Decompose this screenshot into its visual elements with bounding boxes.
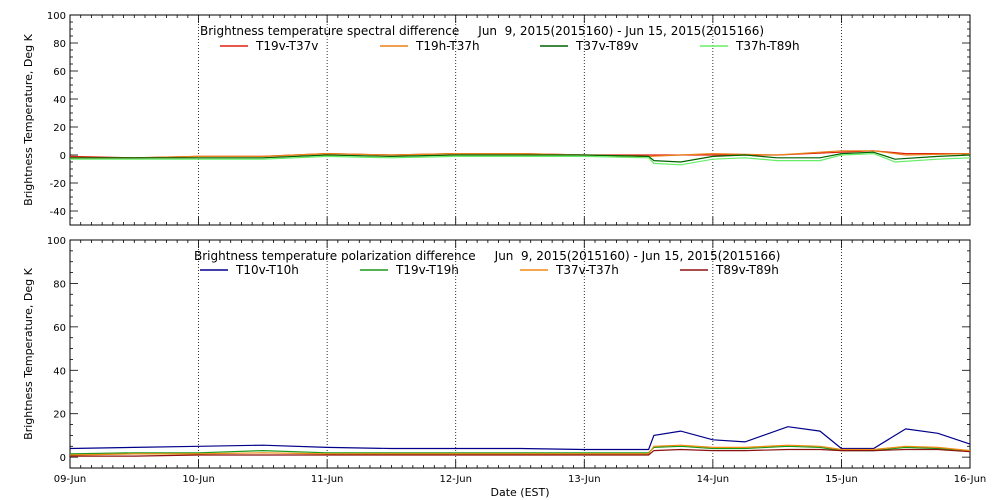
x-axis-title: Date (EST) (490, 486, 549, 499)
legend-label: T19h-T37h (415, 39, 480, 53)
plot-frame (69, 239, 971, 469)
legend-label: T19v-T37v (255, 39, 318, 53)
y-tick-label: 0 (60, 151, 66, 162)
y-tick-label: 40 (53, 366, 66, 377)
x-tick-label: 09-Jun (54, 474, 87, 485)
y-tick-label: 80 (53, 279, 66, 290)
y-tick-label: 80 (53, 39, 66, 50)
chart-title: Brightness temperature spectral differen… (200, 24, 764, 38)
x-tick-label: 12-Jun (439, 474, 472, 485)
y-tick-label: -20 (50, 179, 66, 190)
legend-label: T37v-T89v (575, 39, 638, 53)
y-tick-label: -40 (50, 207, 66, 218)
series-line-t19h-t37h (70, 150, 971, 159)
series-line-t37v-t89v (70, 151, 971, 163)
y-tick-label: 0 (60, 453, 66, 464)
y-tick-label: 60 (53, 67, 66, 78)
x-tick-label: 11-Jun (311, 474, 344, 485)
legend-label: T37v-T37h (555, 263, 619, 277)
legend-label: T37h-T89h (735, 39, 800, 53)
y-tick-label: 40 (53, 95, 66, 106)
y-tick-label: 100 (47, 11, 66, 22)
series-line-t37v-t37h (69, 444, 971, 456)
series-line-t10v-t10h (69, 426, 971, 451)
y-tick-label: 20 (53, 123, 66, 134)
legend-label: T10v-T10h (235, 263, 299, 277)
y-axis-title: Brightness Temperature, Deg K (22, 33, 35, 205)
y-tick-label: 100 (47, 236, 66, 247)
plot-frame (69, 14, 971, 226)
series-line-t89v-t89h (70, 448, 971, 457)
x-tick-label: 16-Jun (954, 474, 987, 485)
legend-label: T89v-T89h (715, 263, 779, 277)
legend-label: T19v-T19h (395, 263, 459, 277)
x-tick-label: 14-Jun (697, 474, 730, 485)
chart-panel-1: -40 -20 0 20 40 60 80 100 Brightness Temperature… (22, 11, 971, 226)
x-tick-label: 13-Jun (568, 474, 601, 485)
y-tick-label: 60 (53, 323, 66, 334)
x-tick-label: 15-Jun (825, 474, 858, 485)
y-axis-title: Brightness Temperature, Deg K (22, 267, 35, 439)
chart-panel-2: 0 20 40 60 80 100 Brightness Temperature, Deg … (22, 236, 986, 499)
series-line-t37h-t89h (70, 152, 971, 166)
x-tick-label: 10-Jun (182, 474, 215, 485)
y-tick-label: 20 (53, 410, 66, 421)
chart-title: Brightness temperature polarization diff… (194, 249, 780, 263)
